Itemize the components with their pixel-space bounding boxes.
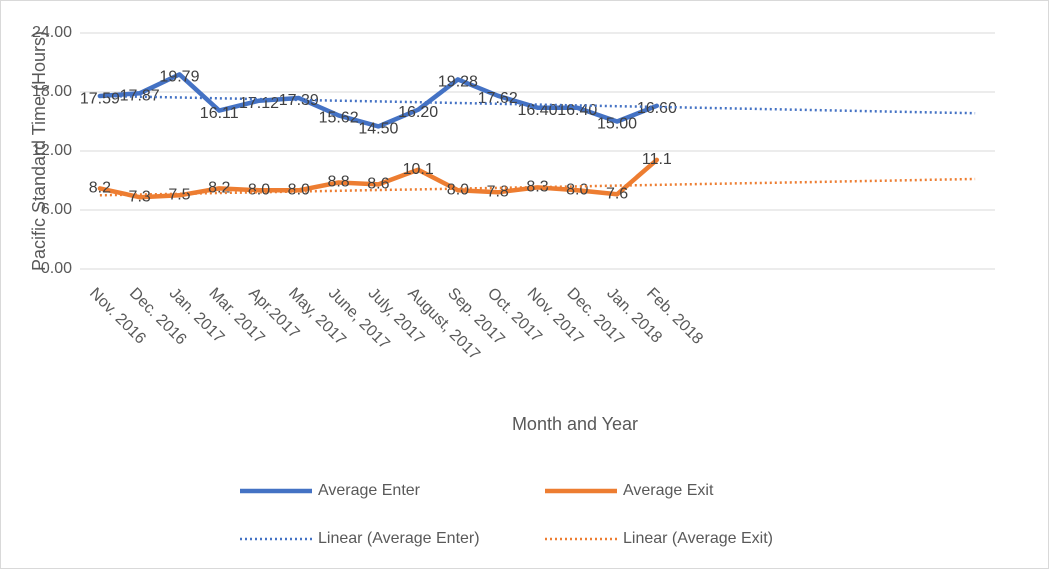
x-axis-title: Month and Year: [512, 414, 638, 434]
data-label: 10.1: [403, 161, 434, 178]
data-label: 8.8: [327, 174, 349, 191]
data-label: 14.50: [358, 121, 398, 138]
legend-label: Average Enter: [318, 482, 421, 499]
legend-label: Linear (Average Exit): [623, 530, 773, 547]
data-label: 16.40: [517, 102, 557, 119]
data-label: 7.6: [606, 185, 628, 202]
data-label: 7.5: [168, 186, 190, 203]
data-label: 15.62: [319, 110, 359, 127]
series-line: [97, 72, 660, 129]
series-line: [97, 157, 660, 200]
data-label: 17.59: [80, 90, 120, 107]
data-label: 8.0: [288, 182, 310, 199]
data-label: 7.3: [129, 188, 151, 205]
y-tick-label: 18.00: [32, 83, 72, 100]
data-label: 8.0: [566, 182, 588, 199]
data-label: 16.20: [398, 104, 438, 121]
data-label: 16.40: [557, 102, 597, 119]
data-label: 17.87: [120, 87, 160, 104]
data-label: 8.0: [447, 182, 469, 199]
y-axis-title: Pacific Standard Time (Hours): [29, 31, 49, 271]
data-label: 11.1: [642, 151, 672, 168]
legend-label: Average Exit: [623, 482, 714, 499]
trend-line: [99, 94, 976, 115]
legend-label: Linear (Average Enter): [318, 530, 480, 547]
y-tick-label: 6.00: [41, 201, 72, 218]
data-label: 15.00: [597, 116, 637, 133]
data-label: 16.11: [200, 105, 239, 122]
y-tick-label: 12.00: [32, 142, 72, 159]
data-label: 17.12: [239, 95, 279, 112]
y-tick-label: 24.00: [32, 24, 72, 41]
data-label: 8.6: [367, 176, 389, 193]
data-label: 7.8: [487, 184, 509, 201]
data-label: 19.79: [159, 69, 199, 86]
data-label: 17.62: [478, 90, 518, 107]
data-label: 8.2: [89, 180, 111, 197]
y-tick-label: 0.00: [41, 260, 72, 277]
data-label: 16.60: [637, 100, 677, 117]
data-label: 8.0: [248, 182, 270, 199]
trend-line: [99, 177, 976, 197]
data-label: 17.39: [279, 92, 319, 109]
data-label: 8.3: [526, 179, 548, 196]
data-label: 19.28: [438, 74, 478, 91]
